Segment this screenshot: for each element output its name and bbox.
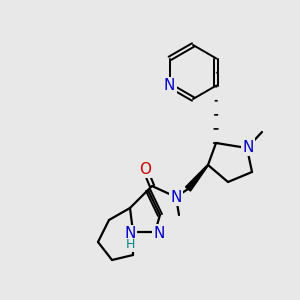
Text: N: N [124, 226, 136, 242]
Polygon shape [185, 165, 208, 191]
Text: N: N [242, 140, 254, 154]
Text: N: N [170, 190, 182, 205]
Text: O: O [139, 161, 151, 176]
Text: H: H [125, 238, 135, 251]
Text: N: N [153, 226, 165, 241]
Text: N: N [164, 78, 175, 93]
